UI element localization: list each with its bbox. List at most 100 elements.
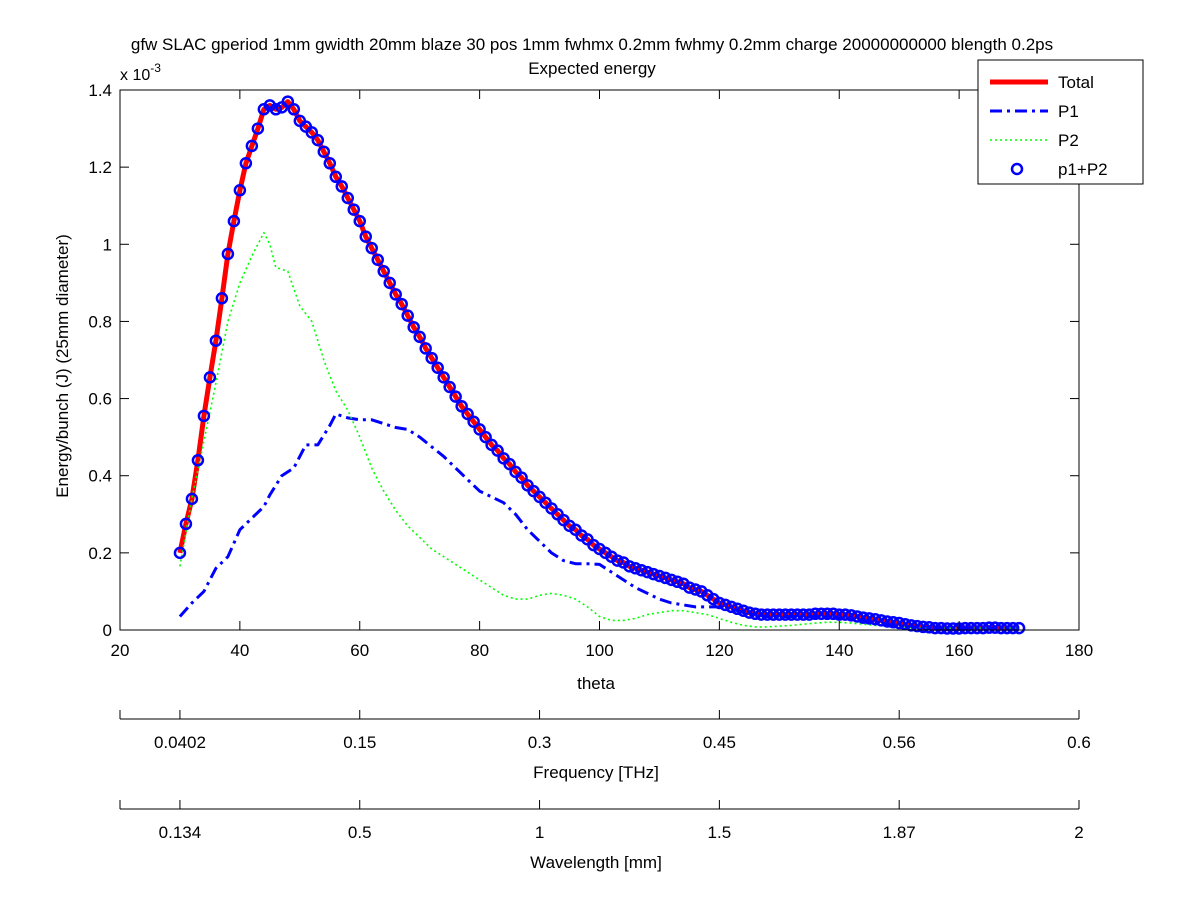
- data-point-marker: [419, 342, 432, 355]
- data-point-marker: [731, 602, 744, 616]
- data-point-marker: [892, 616, 906, 630]
- x-tick-label: 100: [585, 641, 613, 660]
- secondary-axis-wavelength: 0.134 0.5 1 1.5 1.87 2 Wavelength [mm]: [119, 800, 1084, 872]
- data-point-marker: [850, 610, 864, 623]
- data-point-marker: [815, 607, 828, 621]
- x-tick-label: 180: [1065, 641, 1093, 660]
- data-point-marker: [880, 615, 894, 628]
- data-point-marker: [407, 320, 420, 334]
- data-point-marker: [203, 371, 217, 384]
- data-point-marker: [1006, 621, 1020, 635]
- y-multiplier-label: x 10-3: [120, 61, 161, 84]
- data-point-marker: [383, 276, 396, 290]
- data-point-marker: [467, 415, 480, 428]
- data-point-marker: [449, 390, 462, 403]
- data-point-marker: [922, 621, 936, 634]
- y-multiplier-exponent: -3: [150, 61, 161, 75]
- data-point-marker: [281, 95, 295, 108]
- data-point-marker: [341, 191, 355, 205]
- data-point-marker: [838, 608, 852, 621]
- data-point-marker: [779, 608, 792, 621]
- data-point-marker: [964, 621, 978, 635]
- x-axis-label: theta: [577, 674, 615, 693]
- data-point-marker: [371, 253, 384, 266]
- secondary-tick-label: 0.45: [703, 733, 736, 752]
- data-point-marker: [425, 351, 438, 365]
- data-point-marker: [856, 611, 870, 624]
- data-point-marker: [317, 145, 331, 158]
- data-point-marker: [737, 604, 750, 617]
- secondary-tick-label: 0.0402: [154, 733, 206, 752]
- data-point-marker: [635, 563, 648, 577]
- data-point-marker: [844, 609, 858, 622]
- data-point-marker: [785, 608, 798, 621]
- data-point-marker: [251, 122, 265, 135]
- data-point-marker: [946, 622, 960, 635]
- data-point-marker: [833, 608, 846, 621]
- data-point-marker: [359, 230, 372, 243]
- data-point-marker: [269, 103, 283, 116]
- y-tick-label: 0.8: [88, 312, 112, 331]
- y-tick-label: 1: [103, 235, 112, 254]
- data-point-marker: [305, 126, 319, 139]
- secondary-axis-label: Wavelength [mm]: [530, 853, 662, 872]
- secondary-axis-label: Frequency [THz]: [533, 763, 659, 782]
- data-point-marker: [970, 621, 984, 635]
- series-p1-p2-markers: [173, 95, 1026, 635]
- x-tick-label: 140: [825, 641, 853, 660]
- legend: Total P1 P2 p1+P2: [977, 59, 1144, 185]
- chart-title-line2: Expected energy: [528, 59, 656, 78]
- series-layer: [173, 95, 1026, 635]
- data-point-marker: [898, 617, 912, 631]
- data-point-marker: [827, 607, 840, 621]
- data-point-marker: [443, 380, 456, 394]
- data-point-marker: [437, 371, 450, 384]
- x-tick-label: 160: [945, 641, 973, 660]
- data-point-marker: [665, 573, 678, 587]
- secondary-axis-frequency: 0.0402 0.15 0.3 0.45 0.56 0.6 Frequency [THz]: [119, 710, 1091, 782]
- x-tick-label: 120: [705, 641, 733, 660]
- secondary-tick-label: 0.15: [343, 733, 376, 752]
- legend-entry-total-label: Total: [1058, 73, 1094, 92]
- data-point-marker: [239, 157, 253, 170]
- data-point-marker: [761, 608, 774, 621]
- data-point-marker: [683, 581, 696, 594]
- data-point-marker: [413, 330, 426, 344]
- data-point-marker: [743, 606, 756, 619]
- data-point-marker: [773, 608, 786, 621]
- data-point-marker: [868, 612, 882, 626]
- data-point-marker: [353, 214, 366, 228]
- data-point-marker: [725, 600, 738, 614]
- data-point-marker: [173, 546, 187, 560]
- data-point-marker: [377, 265, 390, 278]
- data-point-marker: [659, 571, 672, 585]
- data-point-marker: [233, 184, 247, 197]
- data-point-marker: [311, 133, 325, 147]
- data-point-marker: [323, 157, 337, 170]
- data-point-marker: [958, 621, 972, 635]
- data-point-marker: [803, 608, 816, 621]
- y-tick-label: 0.6: [88, 390, 112, 409]
- data-point-marker: [982, 621, 996, 634]
- data-point-marker: [749, 607, 762, 621]
- y-tick-label: 0.4: [88, 467, 112, 486]
- data-point-marker: [755, 608, 768, 621]
- y-tick-label: 1.2: [88, 158, 112, 177]
- y-tick-label: 0: [103, 621, 112, 640]
- secondary-tick-label: 2: [1074, 823, 1083, 842]
- data-point-marker: [431, 361, 444, 374]
- data-point-marker: [479, 430, 492, 444]
- plot-area: [120, 90, 1079, 630]
- legend-entry-p1-p2-label: p1+P2: [1058, 160, 1108, 179]
- data-point-marker: [886, 616, 900, 629]
- data-point-marker: [461, 407, 474, 421]
- data-point-marker: [862, 612, 876, 625]
- chart-title-line1: gfw SLAC gperiod 1mm gwidth 20mm blaze 3…: [131, 35, 1053, 54]
- data-point-marker: [928, 621, 942, 635]
- data-point-marker: [329, 170, 343, 184]
- data-point-marker: [335, 180, 349, 193]
- data-point-marker: [719, 598, 732, 612]
- data-point-marker: [365, 241, 378, 255]
